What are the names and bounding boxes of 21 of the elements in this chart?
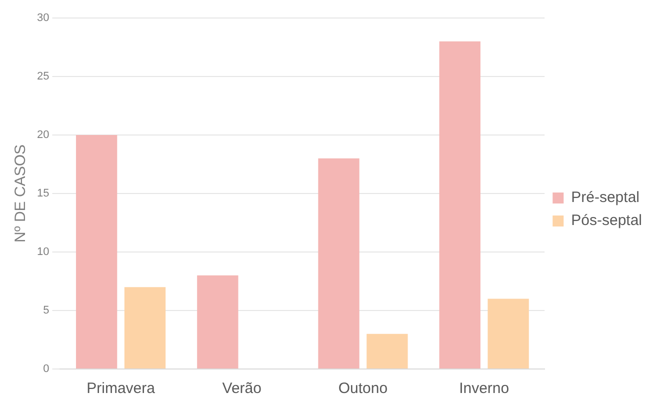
y-tick-label: 10 [36, 246, 50, 258]
y-tick-label: 30 [36, 12, 50, 24]
y-axis-title: Nº DE CASOS [12, 144, 30, 242]
x-tick-label: Primavera [86, 380, 156, 398]
legend-label: Pós-septal [571, 212, 642, 230]
bar [197, 275, 238, 368]
bar [366, 334, 408, 368]
y-tick-label: 25 [36, 70, 50, 83]
y-tick-label: 15 [36, 188, 50, 200]
bar [318, 158, 360, 368]
bar [488, 298, 529, 368]
x-tick-label: Verão [222, 380, 262, 398]
y-tick-label: 0 [43, 363, 50, 376]
bar [439, 41, 480, 368]
x-tick-label: Inverno [459, 380, 510, 398]
bar [124, 287, 166, 368]
bar [76, 135, 118, 368]
y-tick-label: 20 [36, 129, 50, 142]
x-tick-label: Outono [338, 380, 388, 398]
y-tick-label: 5 [43, 304, 50, 317]
legend-label: Pré-septal [571, 189, 640, 206]
